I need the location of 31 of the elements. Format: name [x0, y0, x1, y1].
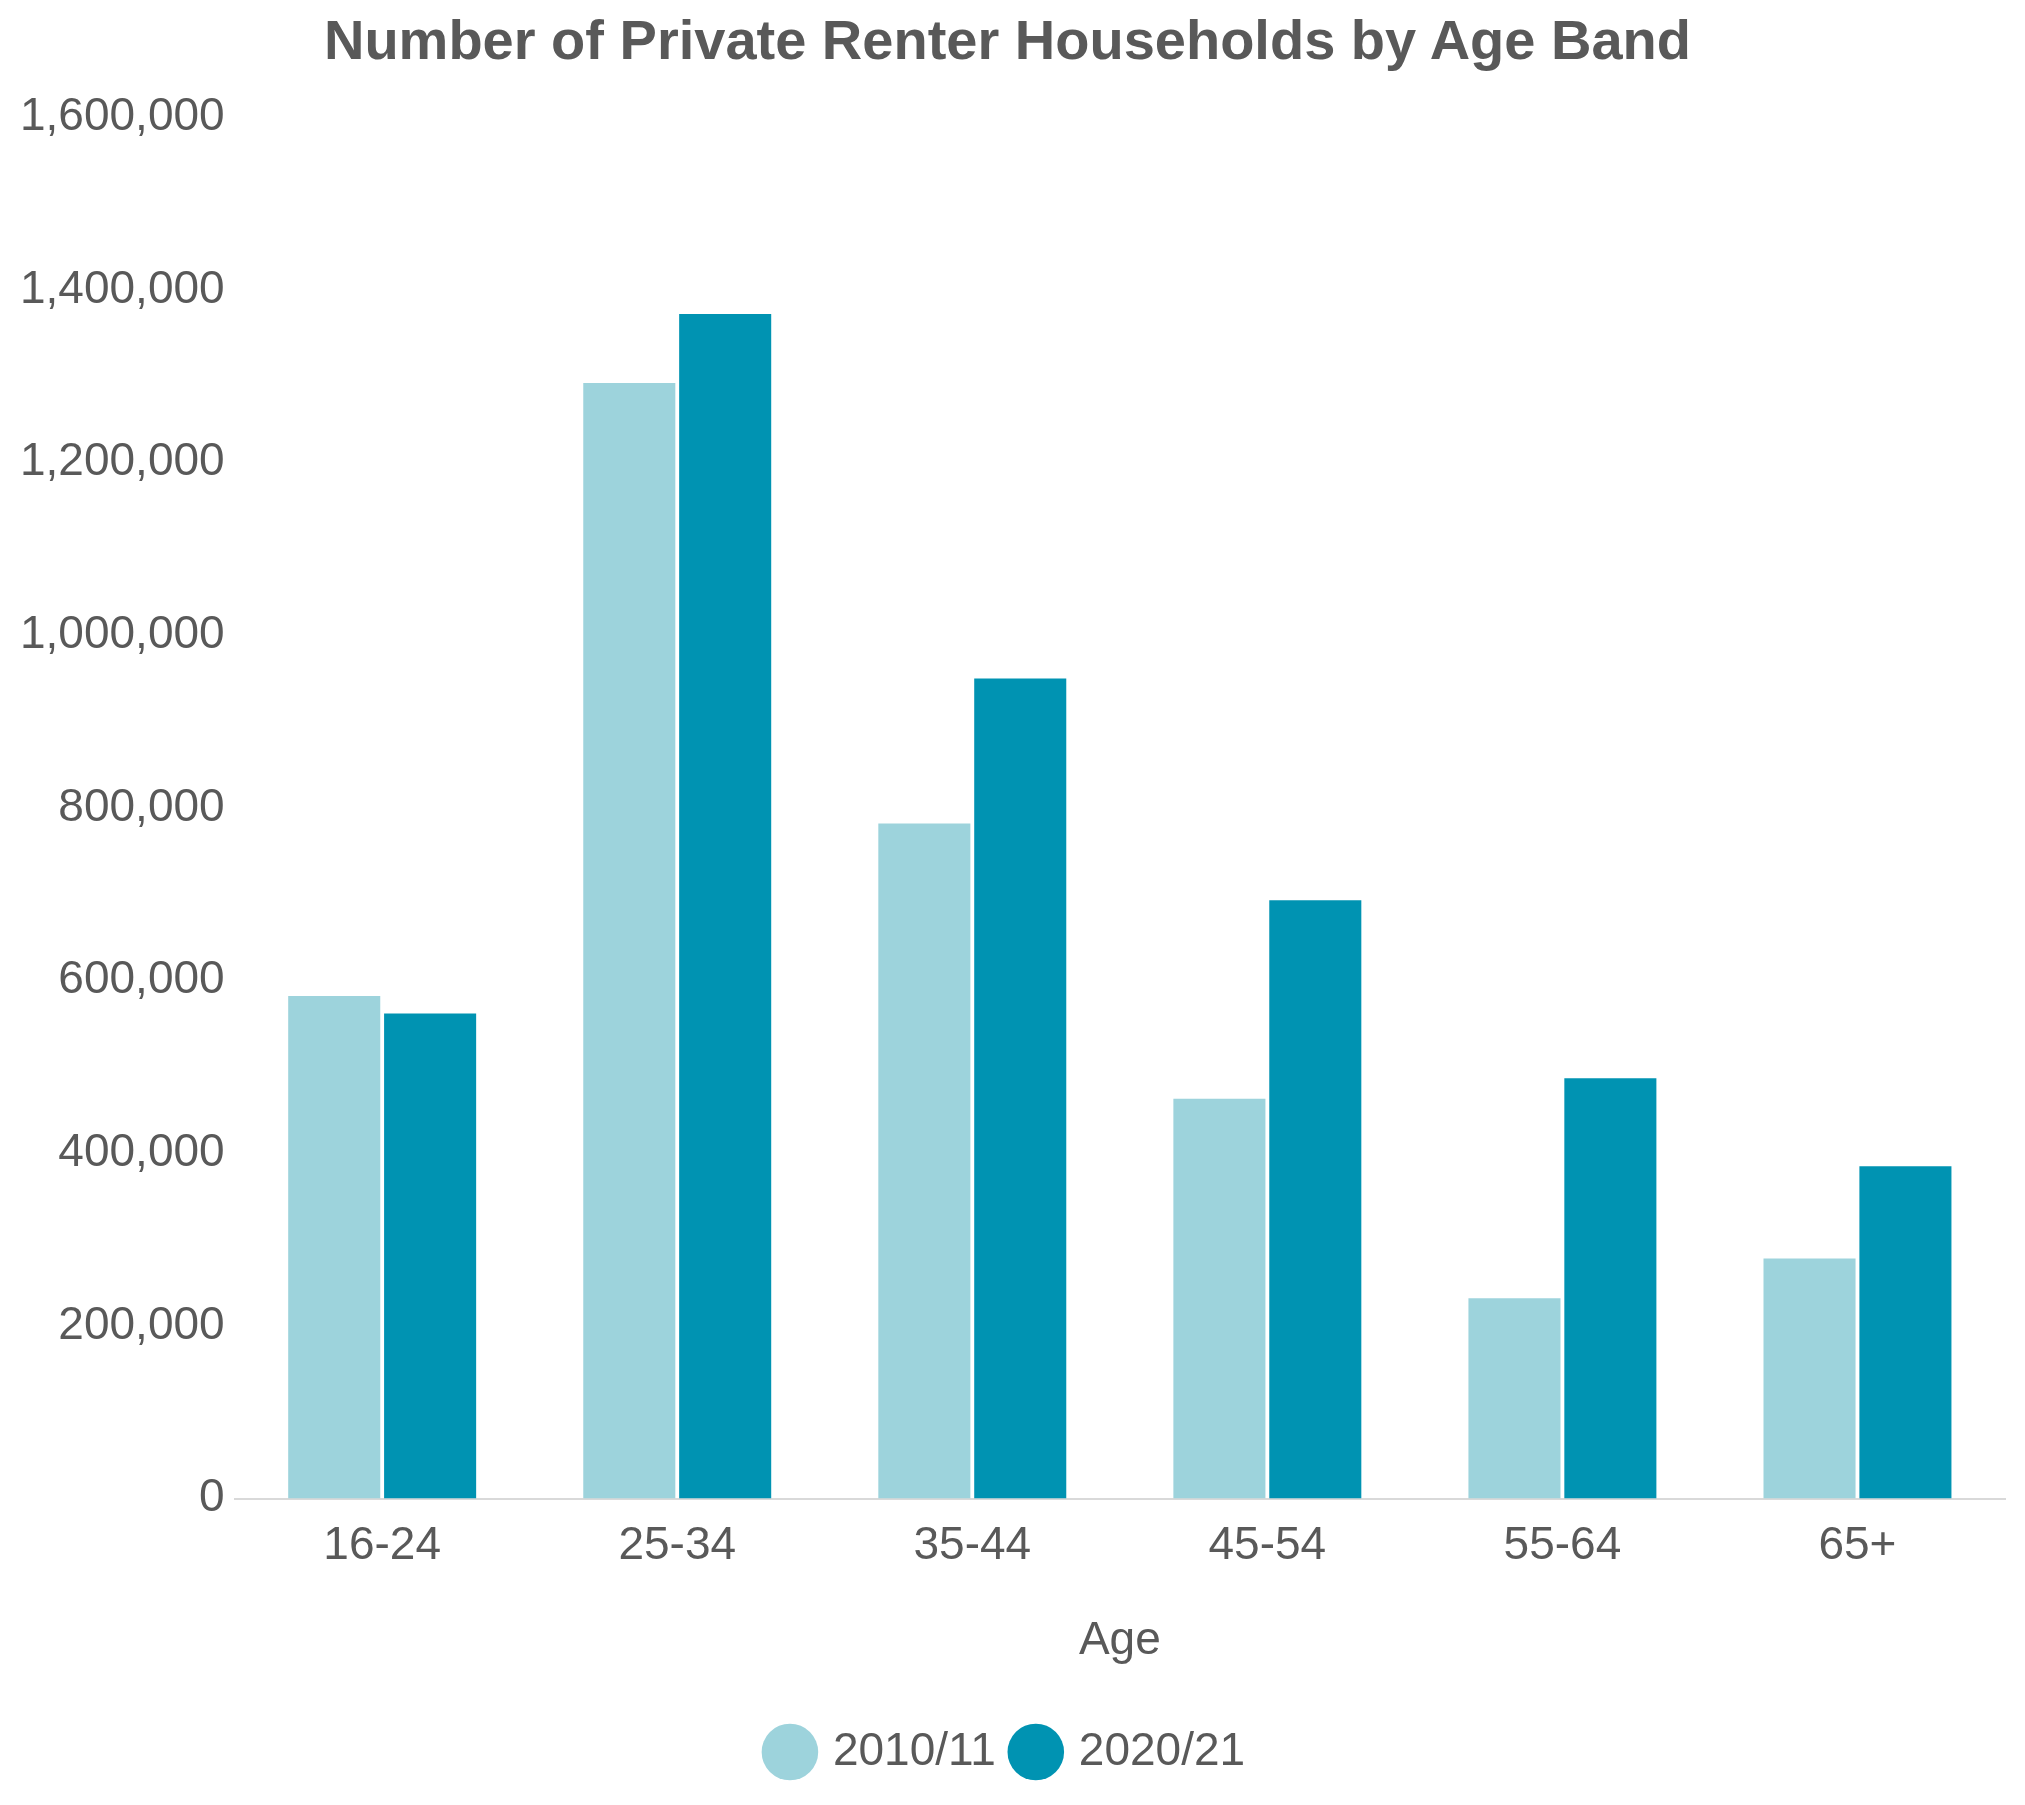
bar — [583, 383, 676, 1499]
bar — [288, 996, 381, 1499]
y-tick-label: 1,000,000 — [19, 605, 225, 658]
bar — [1763, 1258, 1856, 1499]
y-tick-label: 1,400,000 — [19, 260, 225, 313]
bar — [1564, 1078, 1657, 1499]
y-tick-label: 800,000 — [58, 778, 225, 831]
y-tick-label: 1,600,000 — [19, 87, 225, 140]
y-tick-label: 600,000 — [58, 951, 225, 1004]
y-tick-label: 0 — [199, 1469, 225, 1522]
bar — [1468, 1298, 1561, 1499]
y-tick-label: 200,000 — [58, 1296, 225, 1349]
bar — [1859, 1166, 1952, 1499]
legend-label: 2010/11 — [832, 1722, 996, 1775]
x-tick-label: 55-64 — [1503, 1516, 1622, 1569]
x-tick-label: 45-54 — [1208, 1516, 1327, 1569]
y-tick-label: 400,000 — [58, 1123, 225, 1176]
x-tick-label: 35-44 — [913, 1516, 1032, 1569]
bar — [679, 314, 772, 1499]
bar — [974, 678, 1067, 1499]
bar — [878, 823, 971, 1499]
bar — [1173, 1098, 1266, 1499]
bar — [1269, 900, 1362, 1499]
y-tick-label: 1,200,000 — [19, 433, 225, 486]
x-tick-label: 65+ — [1818, 1516, 1897, 1569]
legend-label: 2020/21 — [1078, 1722, 1246, 1775]
x-axis-title: Age — [1078, 1612, 1161, 1665]
bar — [384, 1013, 477, 1499]
x-tick-label: 25-34 — [618, 1516, 737, 1569]
x-tick-label: 16-24 — [323, 1516, 441, 1569]
chart-title: Number of Private Renter Households by Age Band — [323, 8, 1692, 72]
